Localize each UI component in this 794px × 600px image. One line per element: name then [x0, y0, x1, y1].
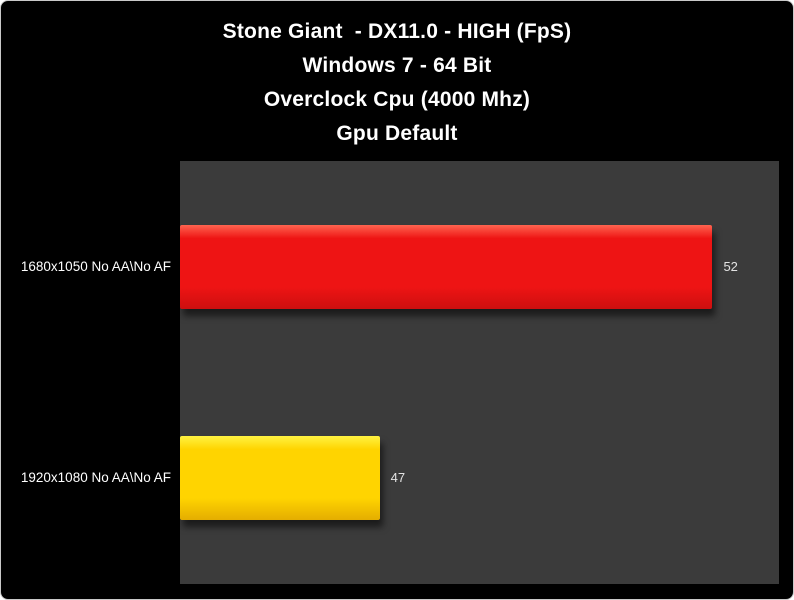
bar-1680x1050 [180, 224, 713, 309]
chart-title-line-4: Gpu Default [336, 122, 458, 145]
chart-title-line-2: Windows 7 - 64 Bit [302, 54, 492, 77]
bar-row: 52 [180, 161, 779, 372]
chart-title-block: Stone Giant - DX11.0 - HIGH (FpS) Window… [1, 15, 793, 151]
bar-row: 47 [180, 372, 779, 583]
category-axis-labels: 1680x1050 No AA\No AF 1920x1080 No AA\No… [1, 161, 171, 584]
chart-title-line-3: Overclock Cpu (4000 Mhz) [263, 88, 531, 111]
category-label-1680x1050: 1680x1050 No AA\No AF [20, 259, 171, 274]
bar-1920x1080 [180, 435, 380, 520]
bar-value-label: 47 [390, 470, 406, 485]
bar-value-label: 52 [723, 259, 738, 274]
chart-title-line-1: Stone Giant - DX11.0 - HIGH (FpS) [222, 20, 572, 43]
plot-area: 52 47 [180, 161, 779, 584]
category-label-1920x1080: 1920x1080 No AA\No AF [20, 470, 171, 485]
